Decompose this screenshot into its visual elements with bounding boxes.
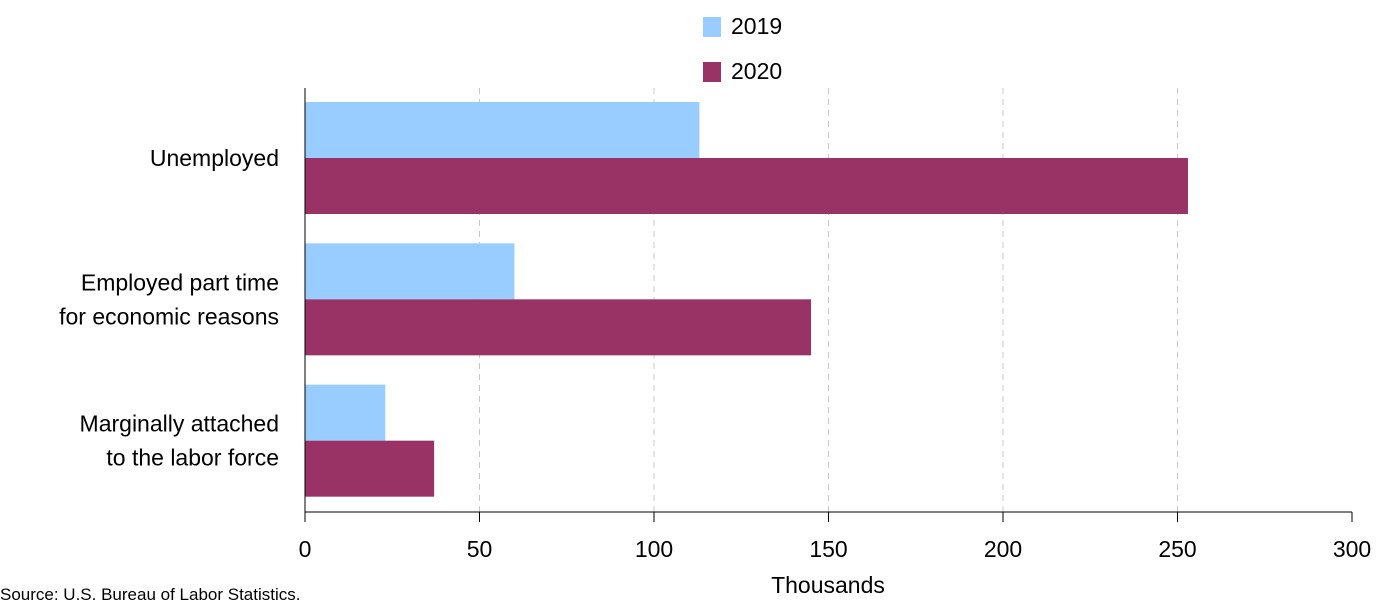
legend-label-2019: 2019 — [731, 13, 782, 39]
x-tick-label: 200 — [984, 536, 1022, 562]
category-label: for economic reasons — [59, 303, 279, 329]
bar-2019-0 — [305, 102, 699, 158]
x-tick-label: 50 — [467, 536, 493, 562]
x-tick-label: 150 — [809, 536, 847, 562]
category-label: Employed part time — [81, 269, 279, 295]
x-tick-label: 100 — [635, 536, 673, 562]
bar-2019-2 — [305, 385, 385, 441]
bar-2019-1 — [305, 243, 514, 299]
x-tick-label: 300 — [1333, 536, 1371, 562]
source-note: Source: U.S. Bureau of Labor Statistics. — [0, 585, 300, 605]
legend-swatch-2020 — [703, 62, 721, 82]
x-tick-label: 250 — [1158, 536, 1196, 562]
x-tick-label: 0 — [299, 536, 312, 562]
category-label: Unemployed — [150, 145, 279, 171]
bar-2020-0 — [305, 158, 1188, 214]
legend-swatch-2019 — [703, 17, 721, 37]
bar-2020-2 — [305, 441, 434, 497]
category-label: Marginally attached — [80, 411, 279, 437]
legend-label-2020: 2020 — [731, 58, 782, 84]
category-label: to the labor force — [106, 445, 279, 471]
x-axis-title: Thousands — [771, 572, 885, 597]
bar-2020-1 — [305, 299, 811, 355]
